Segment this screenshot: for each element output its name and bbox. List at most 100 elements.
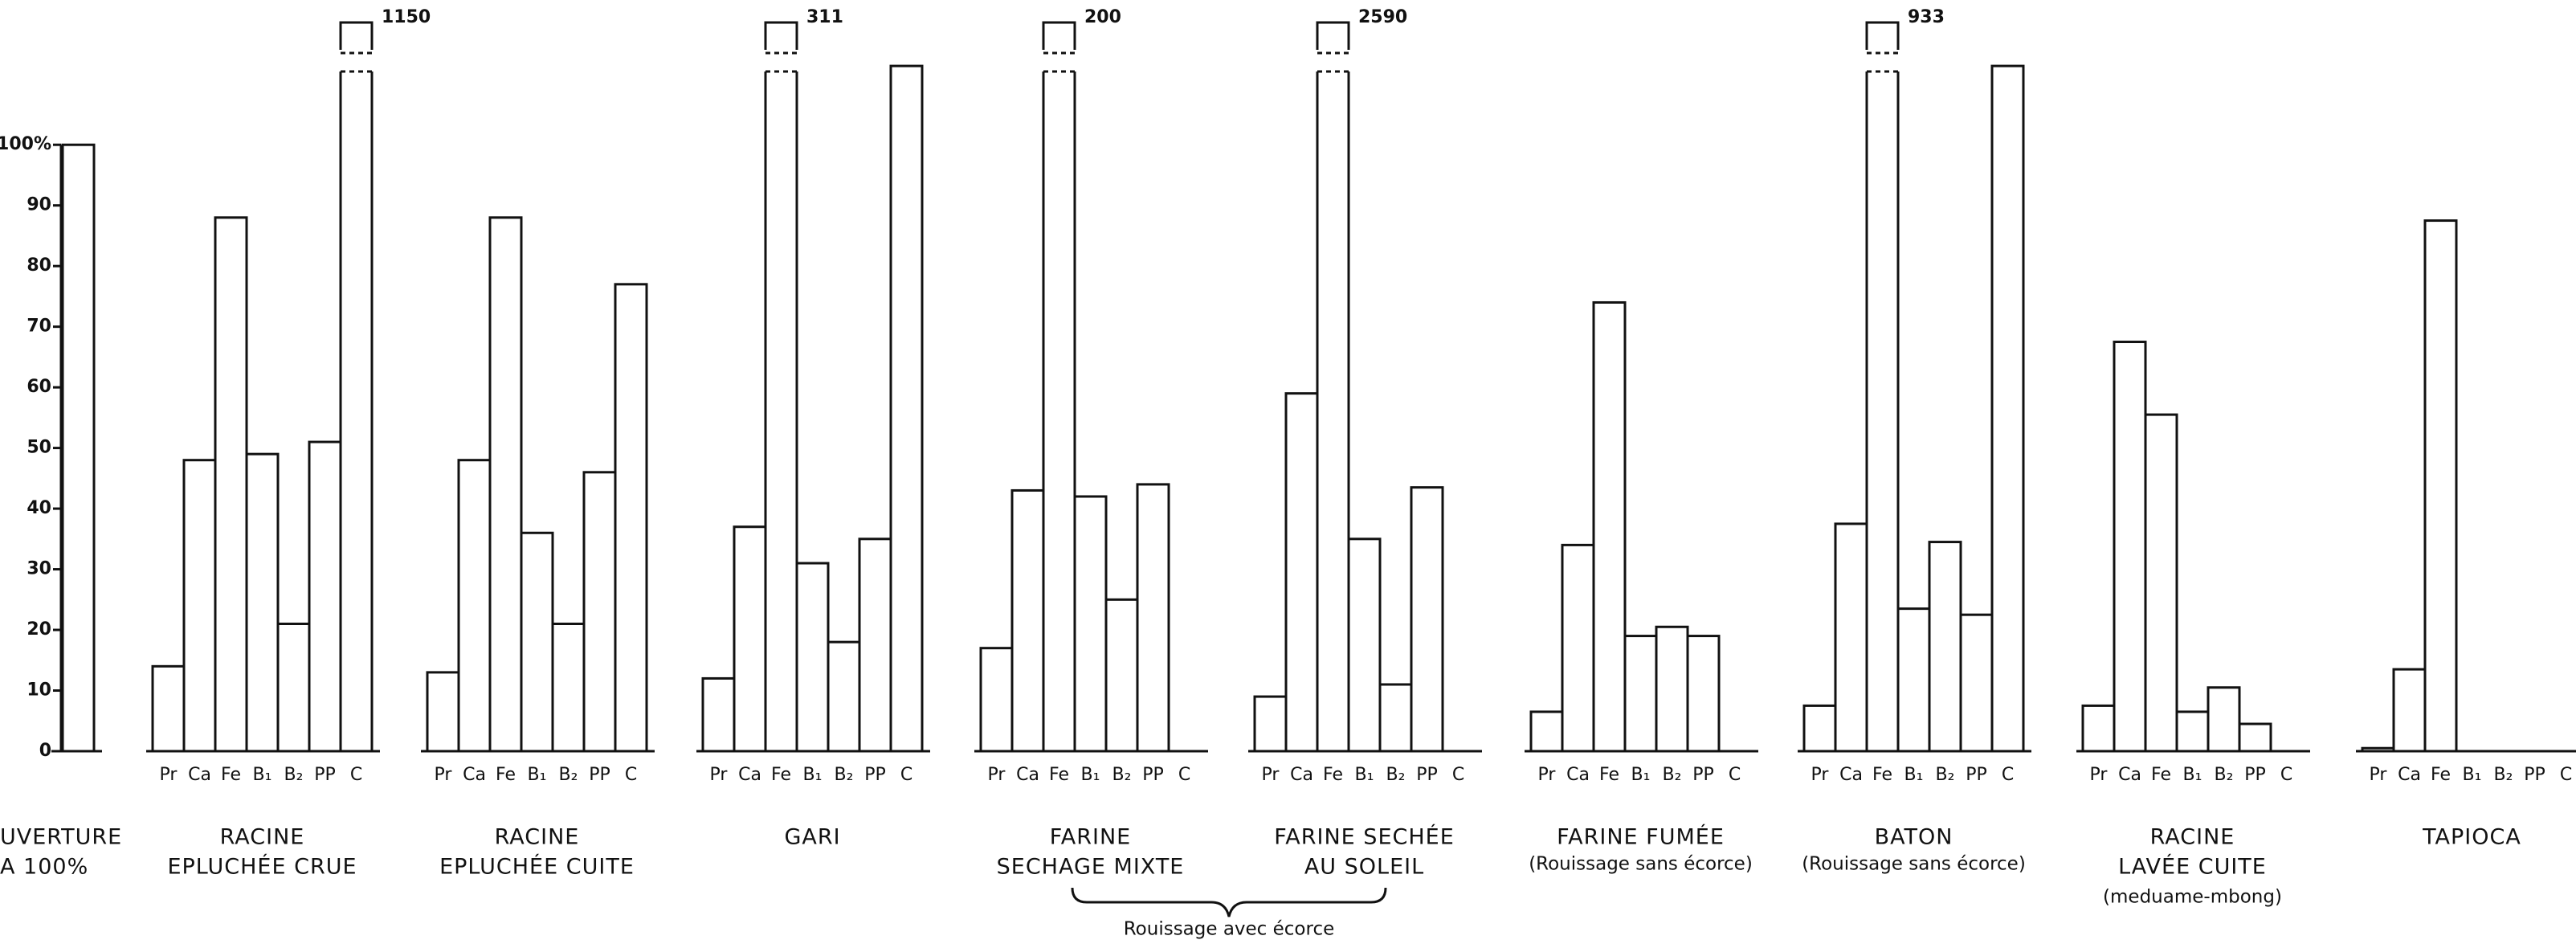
x-tick-label: Ca [2118,765,2141,785]
x-tick-label: Pr [988,765,1006,785]
x-tick-label: PP [2244,765,2266,785]
x-tick-label: C [2560,765,2572,785]
x-tick-label: B₂ [835,765,854,785]
bar [1990,64,2025,753]
x-tick-label: Fe [771,765,791,785]
bar [979,647,1014,753]
bar [1959,613,1994,753]
bar [614,283,648,753]
y-tick-label: 60 [27,377,51,397]
x-tick-label: Fe [1599,765,1619,785]
bar [2113,341,2147,753]
x-tick-label: Ca [1566,765,1590,785]
x-tick-label: Pr [160,765,178,785]
bar [2392,668,2427,753]
value-label: 311 [806,7,843,27]
x-tick-label: B₁ [528,765,547,785]
x-tick-label: Pr [1811,765,1830,785]
group-label: UVERTURE [0,825,122,850]
bar [1347,537,1382,753]
y-tick-label: 20 [27,619,51,640]
group-label: GARI [784,825,840,850]
x-tick-label: B₁ [2183,765,2202,785]
x-tick-label: Fe [1872,765,1892,785]
bar [2423,219,2458,753]
x-tick-label: C [1729,765,1741,785]
bar [1010,488,1045,753]
bar [1686,635,1721,753]
x-tick-label: Ca [1016,765,1039,785]
x-tick-label: PP [1966,765,1987,785]
value-label: 933 [1908,7,1945,27]
brace [1071,887,1387,917]
x-tick-label: B₂ [559,765,578,785]
bar [764,72,798,751]
x-tick-label: Pr [2370,765,2388,785]
x-tick-label: Fe [1323,765,1343,785]
group-label: RACINE [2150,825,2235,850]
x-tick-label: Fe [1049,765,1069,785]
break-box [1042,21,1076,50]
y-tick-label: 70 [27,317,51,337]
group-note: (Rouissage sans écorce) [1802,854,2026,875]
x-tick-label: B₂ [284,765,304,785]
annotation: Rouissage avec écorce [1124,919,1335,940]
bar [1529,710,1564,753]
break-box [1316,21,1350,50]
bar [827,640,861,753]
y-tick-label: 30 [27,559,51,579]
group-label: TAPIOCA [2422,825,2521,850]
x-tick-label: Ca [463,765,486,785]
y-tick-label: 40 [27,498,51,518]
bar [2081,704,2116,753]
bar [858,537,892,753]
x-tick-label: B₁ [253,765,272,785]
bar [182,459,217,753]
bar [1316,72,1350,751]
x-tick-label: B₁ [803,765,823,785]
bar [1561,543,1595,753]
x-tick-label: Fe [2431,765,2451,785]
x-tick-label: B₁ [1631,765,1651,785]
bar [1896,607,1931,753]
x-tick-label: B₂ [1112,765,1132,785]
bar [1802,704,1837,753]
group-note: (meduame-mbong) [2103,887,2282,908]
x-tick-label: C [2280,765,2292,785]
bar [151,664,186,753]
x-tick-label: B₂ [1663,765,1682,785]
value-label: 200 [1084,7,1121,27]
bar [701,676,736,753]
bar [1284,392,1319,753]
x-tick-label: B₂ [1936,765,1955,785]
bar [1410,486,1444,753]
x-tick-label: Pr [1538,765,1557,785]
x-tick-label: B₁ [1904,765,1924,785]
bar [2144,413,2178,753]
x-tick-label: PP [589,765,610,785]
bar [1042,72,1076,751]
bar [889,64,924,753]
bar [2175,710,2210,753]
group-label: RACINE [495,825,580,850]
x-tick-label: B₂ [2215,765,2234,785]
bar [1865,72,1900,751]
x-tick-label: Fe [496,765,516,785]
bar [795,562,830,753]
x-tick-label: Ca [1839,765,1863,785]
y-tick-label: 100% [0,134,51,154]
group-label: FARINE SECHÉE [1274,824,1455,850]
bar [339,72,374,751]
value-label: 2590 [1358,7,1407,27]
group-label: FARINE [1050,825,1132,850]
x-tick-label: C [1178,765,1190,785]
x-tick-label: PP [314,765,336,785]
x-tick-label: Pr [710,765,729,785]
bar [214,216,248,753]
bar [61,143,96,753]
y-tick-label: 10 [27,680,51,701]
x-tick-label: Pr [1262,765,1280,785]
y-tick-label: 80 [27,255,51,276]
x-tick-label: C [2002,765,2014,785]
